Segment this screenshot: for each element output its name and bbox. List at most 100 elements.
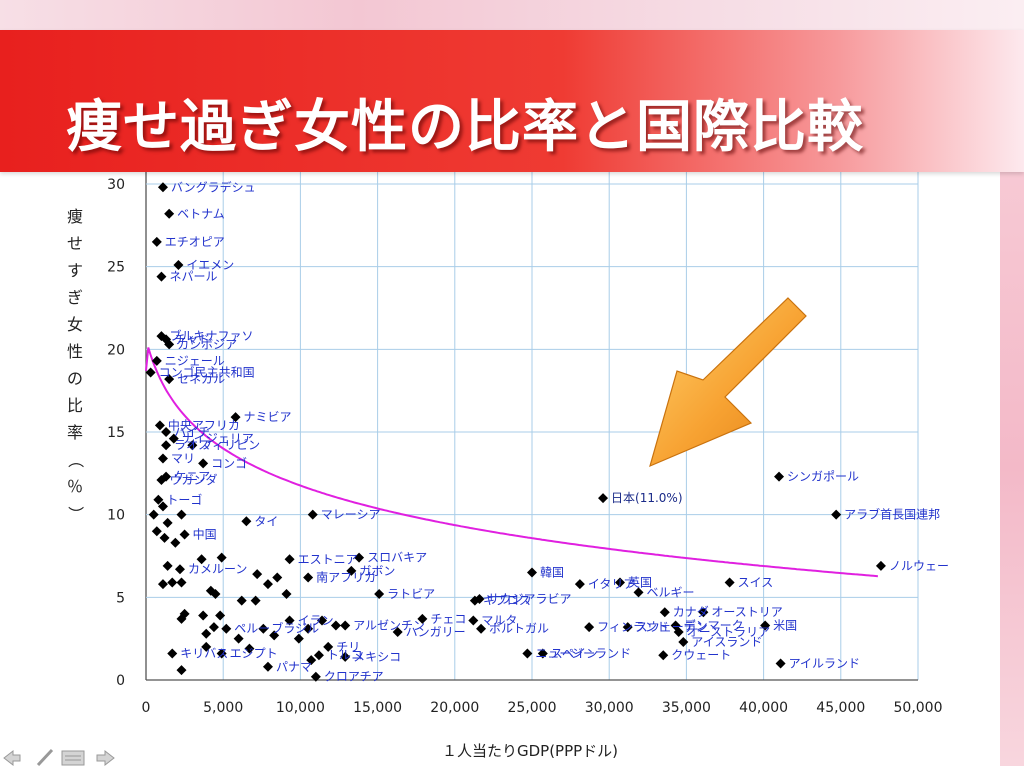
data-point (658, 650, 669, 661)
data-point (252, 569, 263, 580)
point-label: マレーシア (321, 508, 381, 522)
y-tick-label: 10 (107, 508, 125, 524)
data-point (474, 593, 485, 604)
point-label: ナミビア (244, 410, 292, 424)
data-point (537, 648, 548, 659)
data-point (293, 633, 304, 644)
data-point (157, 453, 168, 464)
point-label: エストニア (298, 552, 358, 566)
data-point (340, 620, 351, 631)
point-label: イタリア (588, 577, 636, 591)
data-point (250, 595, 261, 606)
data-point (170, 537, 181, 548)
data-point (303, 623, 314, 634)
pen-icon[interactable] (36, 748, 54, 766)
data-point (258, 623, 269, 634)
point-label: チリ (336, 640, 360, 654)
forward-arrow-icon[interactable] (96, 749, 115, 766)
x-tick-label: 30,000 (585, 700, 634, 716)
point-label: 中央アフリカ (168, 417, 240, 432)
x-tick-label: 40,000 (739, 700, 788, 716)
data-point (262, 661, 273, 672)
data-point (622, 622, 633, 633)
data-point (162, 517, 173, 528)
trend-line (145, 347, 878, 578)
point-label: ケニア (174, 470, 210, 484)
point-label: スロバキア (367, 551, 427, 565)
slide-menu-icon[interactable] (61, 750, 85, 766)
point-label: スウェーデン (636, 619, 708, 634)
data-point (775, 658, 786, 669)
point-label: ハンガリー (406, 625, 466, 639)
data-point (173, 260, 184, 271)
point-label: ペルー (234, 622, 270, 636)
point-label: コンゴ (211, 455, 247, 470)
point-label: ブルキナファソ (169, 328, 253, 343)
data-point (323, 641, 334, 652)
title-bar: 痩せ過ぎ女性の比率と国際比較 (0, 30, 1024, 172)
point-label: アイスランド (691, 635, 762, 649)
data-point (392, 627, 403, 638)
point-label: アイルランド (789, 656, 860, 670)
data-point (659, 607, 670, 618)
data-point (313, 650, 324, 661)
data-point (236, 595, 247, 606)
point-label: ノルウェー (889, 559, 949, 573)
data-point (281, 589, 292, 600)
data-point (284, 554, 295, 565)
x-tick-label: 15,000 (353, 700, 402, 716)
point-label: ラオス (174, 438, 210, 452)
point-label: カンボジア (177, 337, 237, 351)
data-point (598, 493, 609, 504)
data-point (615, 577, 626, 588)
point-label: エジプト (230, 647, 278, 661)
data-point (216, 648, 227, 659)
point-label: スイス (738, 575, 774, 589)
data-point (476, 623, 487, 634)
data-point (167, 577, 178, 588)
x-tick-label: 50,000 (894, 700, 943, 716)
data-point (678, 636, 689, 647)
data-point (153, 494, 164, 505)
data-point (875, 560, 886, 571)
point-label: クロアチア (324, 670, 384, 684)
point-label: シンガポール (787, 470, 859, 484)
point-label: ネパール (169, 270, 217, 284)
y-axis-label-char: 性 (67, 342, 83, 361)
data-point (303, 572, 314, 583)
point-label: フィンランド (597, 620, 669, 634)
data-point (269, 630, 280, 641)
point-label: カナダ (673, 604, 709, 619)
point-label: ラトビア (387, 587, 435, 601)
point-label: 英国 (628, 575, 652, 589)
data-point (760, 620, 771, 631)
data-point (307, 509, 318, 520)
point-label: チェコ (430, 612, 466, 626)
point-label: アラブ首長国連邦 (844, 507, 940, 522)
y-axis-label-char: （ (66, 452, 85, 468)
back-arrow-icon[interactable] (3, 749, 21, 766)
data-point (176, 665, 187, 676)
data-point (176, 613, 187, 624)
top-decorative-strip (0, 0, 1024, 30)
data-point (151, 355, 162, 366)
data-point (468, 615, 479, 626)
data-point (673, 627, 684, 638)
data-point (698, 607, 709, 618)
y-axis-label-char: ） (66, 506, 85, 522)
point-label: スペイン (551, 647, 598, 661)
data-point (310, 671, 321, 682)
point-label: ベルギー (647, 585, 695, 599)
grid (145, 170, 919, 681)
point-label: ガボン (359, 564, 395, 578)
data-point (174, 564, 185, 575)
point-label: コンゴ民主共和国 (159, 364, 255, 379)
data-point (244, 643, 255, 654)
data-point (374, 589, 385, 600)
y-axis-label-char: ぎ (67, 288, 83, 307)
point-label: ベトナム (177, 207, 225, 221)
data-point (262, 579, 273, 590)
data-point (164, 374, 175, 385)
point-label: ブラジル (271, 621, 319, 636)
x-tick-label: 0 (142, 700, 151, 716)
